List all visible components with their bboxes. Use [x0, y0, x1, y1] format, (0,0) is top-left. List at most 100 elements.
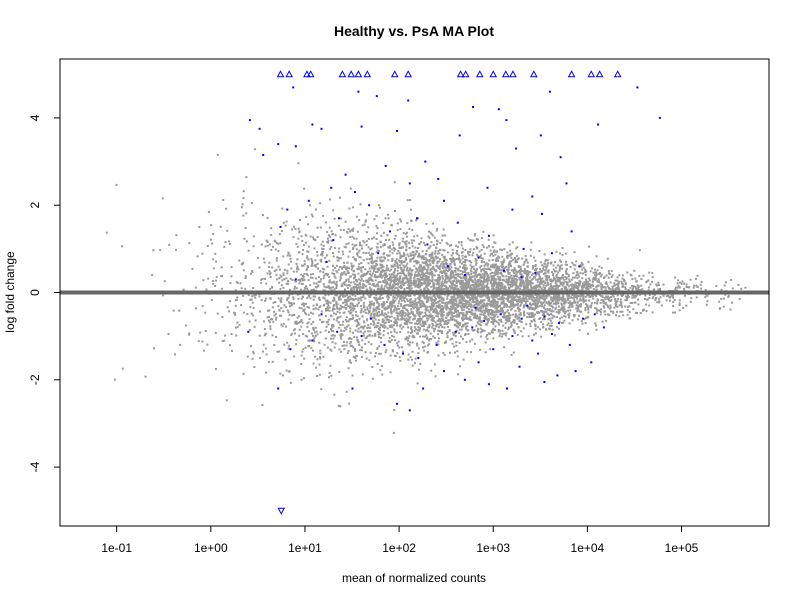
- ma-point: [557, 298, 559, 300]
- ma-point: [479, 266, 482, 269]
- ma-point: [396, 295, 399, 298]
- ma-point: [417, 286, 419, 289]
- ma-point: [534, 264, 537, 266]
- ma-point: [348, 337, 351, 339]
- ma-point: [296, 293, 299, 296]
- ma-point: [525, 298, 528, 301]
- ma-point: [550, 302, 553, 304]
- ma-point: [602, 277, 605, 279]
- ma-point: [595, 294, 598, 297]
- ma-point: [562, 321, 565, 324]
- ma-point: [428, 260, 431, 263]
- ma-point: [388, 324, 391, 327]
- ma-point: [522, 296, 525, 299]
- ma-point: [353, 273, 356, 276]
- ma-point: [539, 301, 542, 304]
- ma-point: [406, 231, 409, 234]
- ma-point: [313, 282, 316, 285]
- ma-point: [418, 315, 421, 318]
- ma-point: [477, 302, 480, 305]
- ma-point: [391, 273, 393, 276]
- ma-point: [648, 271, 651, 274]
- ma-point: [448, 266, 450, 269]
- ma-point: [465, 280, 468, 283]
- ma-point: [484, 271, 487, 274]
- ma-point: [330, 286, 333, 289]
- ma-point: [416, 382, 419, 385]
- ma-point: [322, 248, 325, 250]
- ma-point: [266, 217, 269, 219]
- ma-point: [341, 285, 344, 287]
- ma-point: [416, 261, 419, 264]
- ma-point: [376, 232, 378, 235]
- ma-point: [298, 251, 301, 254]
- ma-point: [360, 349, 363, 352]
- ma-point: [392, 298, 395, 301]
- ma-point: [324, 294, 327, 297]
- ma-point: [373, 265, 376, 268]
- ma-point: [460, 285, 463, 288]
- ma-point: [500, 281, 503, 284]
- ma-point: [319, 226, 322, 229]
- ma-point: [479, 301, 482, 303]
- ma-point: [312, 312, 315, 315]
- ma-point: [427, 289, 430, 292]
- ma-point: [242, 269, 245, 272]
- ma-point: [353, 244, 356, 247]
- ma-point: [449, 285, 452, 288]
- ma-point: [571, 297, 574, 299]
- ma-point: [357, 251, 360, 254]
- ma-point: [489, 280, 492, 283]
- ma-point: [352, 270, 355, 273]
- ma-point: [311, 276, 314, 279]
- ma-point: [534, 273, 537, 276]
- ma-point: [366, 272, 369, 275]
- ma-point: [333, 217, 336, 220]
- ma-point: [578, 295, 581, 298]
- ma-point: [369, 307, 372, 310]
- ma-point: [335, 280, 338, 283]
- ma-point: [379, 240, 382, 243]
- ma-point: [416, 268, 419, 271]
- ma-point: [455, 300, 458, 303]
- ma-point: [371, 334, 374, 337]
- ma-point: [318, 281, 321, 284]
- ma-point: [397, 307, 400, 310]
- ma-point: [645, 303, 647, 306]
- ma-point: [545, 310, 548, 313]
- ma-point: [202, 279, 205, 282]
- ma-point: [428, 278, 431, 281]
- ma-point: [359, 243, 361, 246]
- ma-point: [693, 284, 696, 287]
- ma-point: [300, 319, 303, 321]
- ma-point: [558, 297, 561, 300]
- ma-point: [262, 350, 264, 353]
- ma-point: [349, 345, 352, 348]
- ma-point: [583, 318, 586, 321]
- ma-point: [522, 306, 525, 309]
- ma-point: [333, 297, 336, 300]
- ma-point: [443, 266, 446, 269]
- ma-point: [437, 249, 440, 252]
- ma-point: [383, 270, 386, 273]
- ma-point: [362, 286, 365, 289]
- ma-point: [450, 282, 453, 284]
- ma-point: [600, 299, 603, 301]
- ma-point: [194, 286, 197, 289]
- ma-point: [662, 283, 665, 286]
- ma-point: [384, 281, 387, 284]
- ma-point: [234, 313, 237, 316]
- ma-point: [220, 287, 223, 290]
- ma-point: [479, 280, 482, 283]
- ma-point: [455, 244, 458, 247]
- ma-point: [381, 325, 384, 328]
- ma-point: [366, 319, 369, 322]
- ma-point: [519, 303, 522, 306]
- ma-point: [281, 325, 284, 328]
- ma-point: [441, 305, 444, 307]
- ma-point: [433, 300, 436, 303]
- ma-point: [253, 325, 256, 328]
- ma-point: [480, 261, 483, 264]
- ma-point: [634, 286, 637, 288]
- ma-point: [356, 230, 359, 233]
